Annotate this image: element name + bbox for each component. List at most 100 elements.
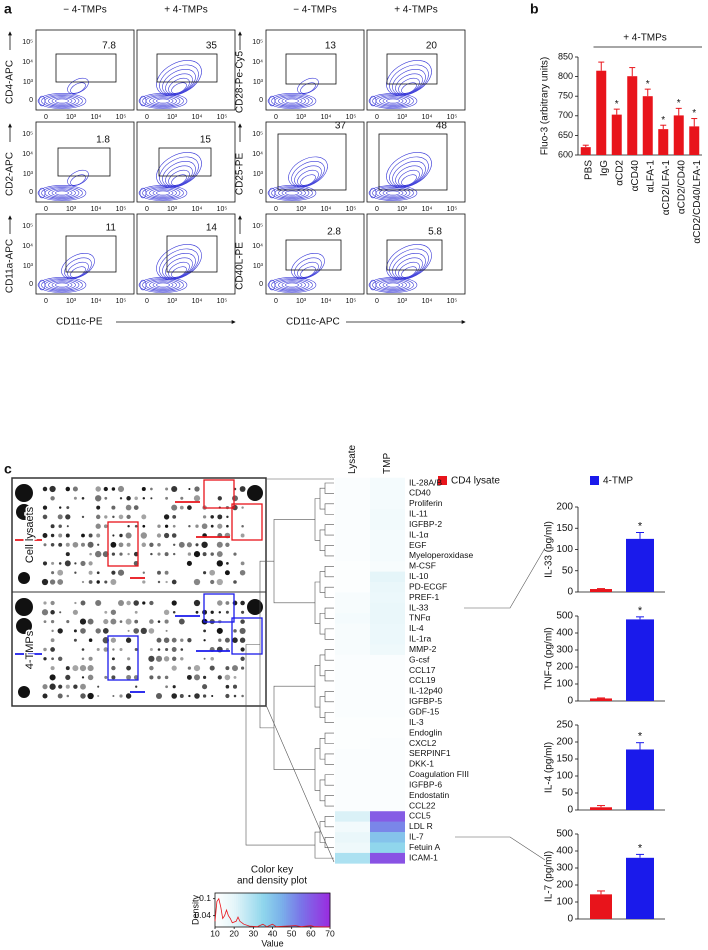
blot-spot xyxy=(180,648,184,651)
blot-highlight xyxy=(107,521,139,567)
dendrogram-branch xyxy=(324,670,334,682)
blot-spot xyxy=(65,674,71,680)
blot-spot xyxy=(81,542,85,547)
blot-spot xyxy=(241,506,244,509)
y-axis-label: CD25-PE xyxy=(235,153,246,196)
blot-spot xyxy=(202,694,207,698)
contour xyxy=(398,261,420,279)
color-key-swatch xyxy=(253,893,256,927)
dendrogram-branch xyxy=(319,654,325,677)
heatmap-cell xyxy=(370,613,405,624)
x-tick-label: 10⁴ xyxy=(422,298,433,305)
blot-spot xyxy=(239,627,246,634)
x-tick-label: 10³ xyxy=(167,114,178,121)
connector xyxy=(455,836,546,861)
blot-spot xyxy=(141,486,146,492)
y-tick-label: 200 xyxy=(556,502,573,513)
blot-spot xyxy=(157,675,161,680)
color-key-swatch xyxy=(295,893,298,927)
blot-spot xyxy=(95,486,101,492)
bar xyxy=(689,126,700,155)
y-tick-label: 250 xyxy=(556,720,573,731)
blot-spot xyxy=(65,533,70,538)
blot-spot xyxy=(50,496,55,501)
contour xyxy=(149,188,177,198)
blot-spot xyxy=(72,541,79,548)
row-label: TNFα xyxy=(409,613,431,623)
x-tick-label: 10⁴ xyxy=(192,298,203,305)
heatmap-cell xyxy=(335,623,370,635)
blot-spot xyxy=(241,610,245,614)
blot-spot xyxy=(149,648,153,651)
contour xyxy=(395,257,423,279)
heatmap-cell xyxy=(335,529,370,541)
heatmap-cell xyxy=(370,842,405,854)
contour-plot xyxy=(267,156,328,201)
plot-frame xyxy=(35,121,135,203)
dendrogram-branch xyxy=(324,482,334,494)
plot-frame xyxy=(366,213,466,295)
heatmap-cell xyxy=(370,748,405,760)
x-tick-label: 10³ xyxy=(66,298,77,305)
color-key-swatch xyxy=(230,893,233,927)
blot-label: 4-TMPs xyxy=(24,630,36,669)
significance: * xyxy=(638,731,643,743)
y-axis-label: IL-7 (pg/ml) xyxy=(544,851,555,902)
plot-frame xyxy=(136,213,236,295)
row-label: Fetuin A xyxy=(409,842,441,852)
heatmap-cell xyxy=(335,717,370,729)
row-label: IGFBP-6 xyxy=(409,779,442,789)
row-label: Endostatin xyxy=(409,790,449,800)
blot-spot xyxy=(216,578,223,586)
contour xyxy=(38,279,46,291)
contour xyxy=(139,95,147,107)
gate-percentage: 37 xyxy=(335,121,347,132)
contour xyxy=(37,185,87,201)
blot-spot xyxy=(233,675,237,679)
contour-plot xyxy=(37,253,95,293)
significance: * xyxy=(615,99,619,110)
row-label: IL-1ra xyxy=(409,634,431,644)
blot-spot xyxy=(112,534,115,537)
heatmap-cell xyxy=(335,811,370,822)
blot-spot xyxy=(240,533,245,538)
color-key-swatch xyxy=(293,893,296,927)
blot-spot xyxy=(164,524,169,528)
dendrogram-branch xyxy=(324,691,334,703)
blot-spot xyxy=(240,600,245,606)
gate xyxy=(285,53,337,85)
contour xyxy=(398,169,420,187)
gate-percentage: 1.8 xyxy=(96,135,110,146)
y-tick-label: 10⁵ xyxy=(22,131,33,138)
blot-spot xyxy=(127,657,131,661)
color-key-swatch xyxy=(310,893,314,927)
blot-spot xyxy=(193,495,201,502)
y-tick-label: 10³ xyxy=(253,79,264,86)
annotation: + 4-TMPs xyxy=(623,33,667,44)
gate xyxy=(57,147,111,177)
y-tick-label: 150 xyxy=(556,523,573,534)
blot-spot xyxy=(49,683,56,690)
color-key-swatch xyxy=(224,893,227,927)
blot-spot xyxy=(157,552,161,556)
blot-spot xyxy=(232,684,238,689)
blot-spot xyxy=(127,552,130,556)
blot-spot xyxy=(80,600,86,606)
contour-plot xyxy=(267,77,319,109)
heatmap-cell xyxy=(335,561,370,572)
contour xyxy=(162,161,196,187)
blot-spot xyxy=(65,684,70,689)
heatmap-cell xyxy=(335,654,370,666)
blot-spot xyxy=(88,533,93,538)
blot-spot xyxy=(97,543,100,546)
dendrogram-branch xyxy=(324,628,334,640)
blot-spot xyxy=(171,579,177,585)
blot-spot xyxy=(72,609,78,615)
blot-spot xyxy=(88,580,93,584)
blot-spot xyxy=(210,610,214,614)
contour xyxy=(392,253,426,279)
x-tick-label: 60 xyxy=(306,928,316,938)
blot-spot xyxy=(202,552,207,557)
y-tick-label: 800 xyxy=(558,71,573,81)
color-key-swatch xyxy=(312,893,316,927)
